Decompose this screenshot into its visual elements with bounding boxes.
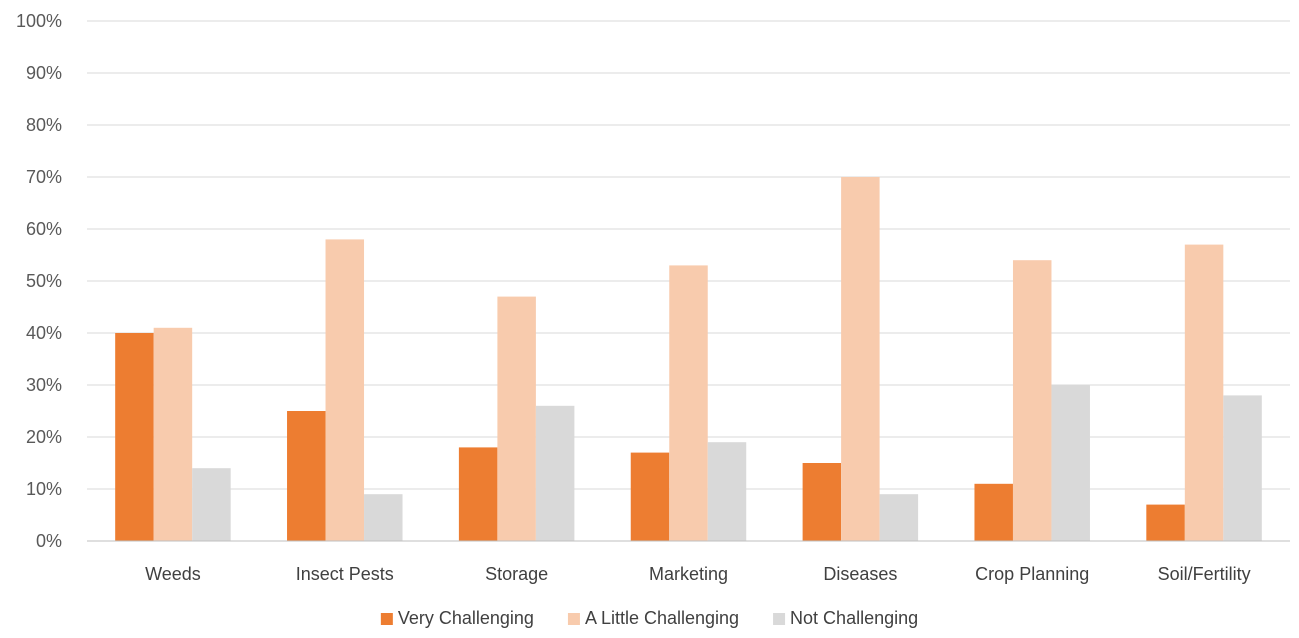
bars xyxy=(115,177,1262,541)
x-category-label: Weeds xyxy=(145,564,201,584)
x-category-label: Diseases xyxy=(823,564,897,584)
y-tick-label: 30% xyxy=(26,375,62,395)
bar-marketing-a-little-challenging xyxy=(669,265,708,541)
y-axis-tick-labels: 0% 10% 20% 30% 40% 50% 60% 70% 80% 90% 100% xyxy=(16,11,62,551)
bar-diseases-a-little-challenging xyxy=(841,177,880,541)
bar-soil-fertility-very-challenging xyxy=(1146,504,1185,541)
bar-soil-fertility-not-challenging xyxy=(1223,395,1262,541)
y-tick-label: 10% xyxy=(26,479,62,499)
bar-marketing-not-challenging xyxy=(707,442,747,541)
bar-weeds-not-challenging xyxy=(192,468,231,541)
bar-weeds-a-little-challenging xyxy=(153,327,193,541)
legend: Very Challenging A Little Challenging Not … xyxy=(380,608,918,628)
x-category-label: Marketing xyxy=(649,564,728,584)
bar-diseases-very-challenging xyxy=(802,463,842,541)
bar-marketing-very-challenging xyxy=(630,452,670,541)
y-tick-label: 40% xyxy=(26,323,62,343)
x-axis-category-labels: Weeds Insect Pests Storage Marketing Disease… xyxy=(145,564,1251,584)
bar-weeds-very-challenging xyxy=(115,333,154,541)
bar-insect-pests-a-little-challenging xyxy=(325,239,365,541)
x-category-label: Crop Planning xyxy=(975,564,1089,584)
x-category-label: Storage xyxy=(485,564,548,584)
y-tick-label: 60% xyxy=(26,219,62,239)
y-tick-label: 50% xyxy=(26,271,62,291)
bar-crop-planning-very-challenging xyxy=(974,483,1013,541)
legend-label: Not Challenging xyxy=(790,608,918,628)
bar-crop-planning-a-little-challenging xyxy=(1012,260,1052,541)
y-tick-label: 0% xyxy=(36,531,62,551)
x-category-label: Soil/Fertility xyxy=(1158,564,1251,584)
y-tick-label: 70% xyxy=(26,167,62,187)
bar-storage-a-little-challenging xyxy=(497,296,536,541)
legend-label: Very Challenging xyxy=(398,608,534,628)
bar-storage-very-challenging xyxy=(458,447,498,541)
legend-swatch xyxy=(773,613,786,625)
bar-insect-pests-not-challenging xyxy=(364,494,403,541)
legend-swatch xyxy=(380,613,393,625)
y-tick-label: 100% xyxy=(16,11,62,31)
y-tick-label: 80% xyxy=(26,115,62,135)
legend-swatch xyxy=(567,613,580,625)
y-tick-label: 90% xyxy=(26,63,62,83)
bar-storage-not-challenging xyxy=(535,405,575,541)
bar-crop-planning-not-challenging xyxy=(1051,385,1090,541)
y-tick-label: 20% xyxy=(26,427,62,447)
bar-diseases-not-challenging xyxy=(879,494,919,541)
bar-insect-pests-very-challenging xyxy=(287,411,326,541)
x-category-label: Insect Pests xyxy=(296,564,394,584)
legend-label: A Little Challenging xyxy=(585,608,739,628)
bar-soil-fertility-a-little-challenging xyxy=(1184,244,1224,541)
